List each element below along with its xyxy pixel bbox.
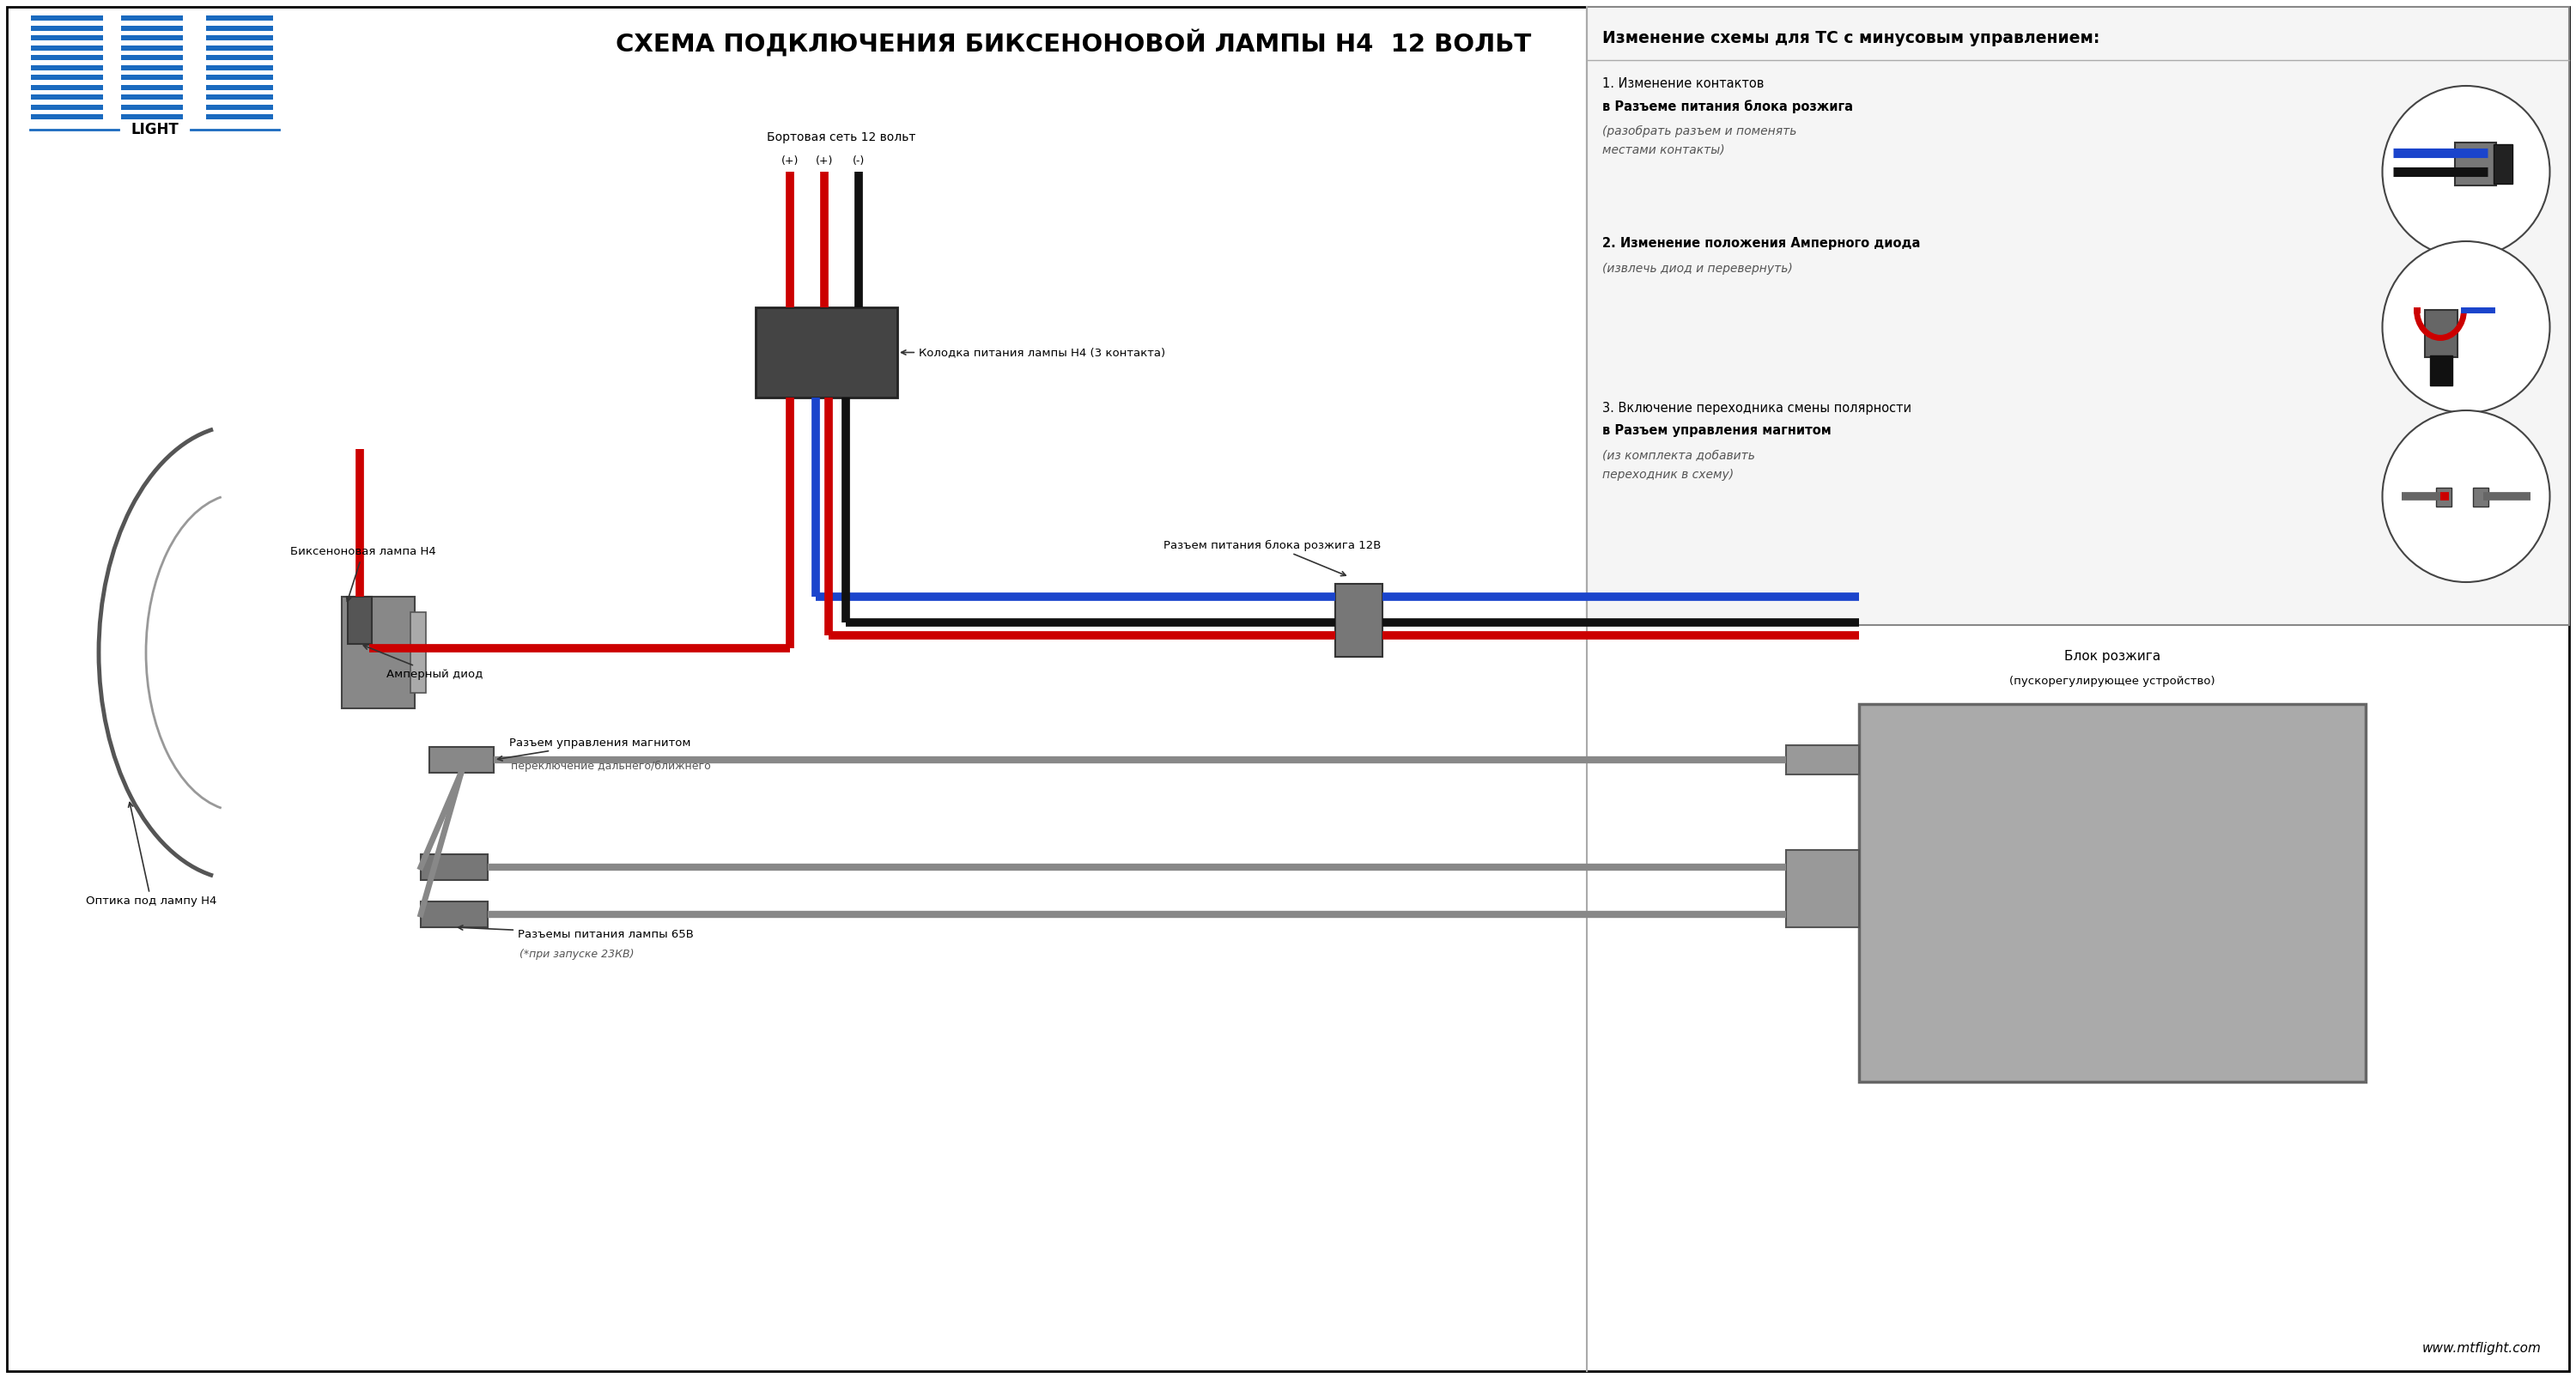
Bar: [121, 95, 183, 101]
Bar: [206, 105, 273, 110]
Text: (*при запуске 23КВ): (*при запуске 23КВ): [520, 949, 634, 960]
Text: переключение дальнего/ближнего: переключение дальнего/ближнего: [510, 761, 711, 772]
Bar: [2424, 310, 2458, 357]
Text: 3. Включение переходника смены полярности: 3. Включение переходника смены полярност…: [1602, 402, 1911, 415]
Text: Бортовая сеть 12 вольт: Бортовая сеть 12 вольт: [768, 131, 917, 143]
Bar: [1334, 584, 1383, 657]
Text: в Разъеме питания блока розжига: в Разъеме питания блока розжига: [1602, 99, 1852, 113]
Bar: [121, 84, 183, 90]
Bar: [1785, 745, 1860, 774]
Bar: [31, 95, 103, 101]
Text: Разъем управления магнитом: Разъем управления магнитом: [497, 737, 690, 761]
Text: Колодка питания лампы Н4 (3 контакта): Колодка питания лампы Н4 (3 контакта): [902, 347, 1164, 358]
Bar: [31, 74, 103, 80]
Bar: [31, 55, 103, 61]
Bar: [2473, 488, 2488, 507]
Ellipse shape: [2383, 241, 2550, 413]
Bar: [1785, 850, 1860, 927]
Bar: [31, 114, 103, 120]
Text: Амперный диод: Амперный диод: [363, 645, 482, 679]
Bar: [121, 65, 183, 70]
Text: (+): (+): [817, 156, 832, 167]
Ellipse shape: [2383, 411, 2550, 582]
Text: местами контакты): местами контакты): [1602, 145, 1726, 156]
Bar: [31, 65, 103, 70]
Bar: [206, 55, 273, 61]
Bar: [420, 901, 487, 927]
Bar: [2455, 142, 2496, 186]
Bar: [420, 854, 487, 881]
Text: (извлечь диод и перевернуть): (извлечь диод и перевернуть): [1602, 263, 1793, 274]
Ellipse shape: [2383, 85, 2550, 258]
Bar: [755, 307, 896, 397]
Bar: [31, 45, 103, 51]
Bar: [348, 597, 371, 644]
Bar: [2437, 488, 2452, 507]
Text: переходник в схему): переходник в схему): [1602, 469, 1734, 481]
Bar: [1587, 7, 2568, 626]
Text: Биксеноновая лампа Н4: Биксеноновая лампа Н4: [291, 547, 435, 601]
Bar: [31, 84, 103, 90]
Bar: [430, 747, 495, 773]
Bar: [1860, 704, 2365, 1082]
Text: Изменение схемы для ТС с минусовым управлением:: Изменение схемы для ТС с минусовым управ…: [1602, 29, 2099, 45]
Text: LIGHT: LIGHT: [131, 121, 178, 138]
Text: СХЕМА ПОДКЛЮЧЕНИЯ БИКСЕНОНОВОЙ ЛАМПЫ Н4  12 ВОЛЬТ: СХЕМА ПОДКЛЮЧЕНИЯ БИКСЕНОНОВОЙ ЛАМПЫ Н4 …: [616, 29, 1530, 56]
Bar: [121, 36, 183, 41]
Bar: [2429, 356, 2452, 386]
Bar: [206, 84, 273, 90]
Text: 1. Изменение контактов: 1. Изменение контактов: [1602, 77, 1765, 90]
Bar: [206, 36, 273, 41]
Text: (-): (-): [853, 156, 866, 167]
Text: (+): (+): [781, 156, 799, 167]
Bar: [31, 15, 103, 21]
Text: Оптика под лампу Н4: Оптика под лампу Н4: [85, 802, 216, 907]
Bar: [31, 25, 103, 30]
Text: в Разъем управления магнитом: в Разъем управления магнитом: [1602, 424, 1832, 437]
Bar: [121, 45, 183, 51]
Bar: [206, 65, 273, 70]
Bar: [2494, 145, 2512, 183]
Bar: [121, 55, 183, 61]
Text: Разъемы питания лампы 65В: Разъемы питания лампы 65В: [459, 926, 693, 940]
Text: Блок розжига: Блок розжига: [2063, 650, 2161, 663]
Bar: [121, 15, 183, 21]
Bar: [31, 36, 103, 41]
Bar: [206, 114, 273, 120]
Bar: [121, 74, 183, 80]
Bar: [410, 612, 425, 693]
Bar: [206, 25, 273, 30]
Bar: [31, 105, 103, 110]
Text: 2. Изменение положения Амперного диода: 2. Изменение положения Амперного диода: [1602, 237, 1919, 249]
Text: www.mtflight.com: www.mtflight.com: [2421, 1342, 2543, 1355]
Bar: [206, 45, 273, 51]
Text: Разъем питания блока розжига 12В: Разъем питания блока розжига 12В: [1164, 540, 1381, 576]
Text: (пускорегулирующее устройство): (пускорегулирующее устройство): [2009, 675, 2215, 686]
Bar: [206, 95, 273, 101]
Bar: [121, 25, 183, 30]
Bar: [206, 74, 273, 80]
Bar: [343, 597, 415, 708]
Bar: [121, 105, 183, 110]
Bar: [121, 114, 183, 120]
Text: (из комплекта добавить: (из комплекта добавить: [1602, 449, 1754, 462]
Bar: [206, 15, 273, 21]
Text: (разобрать разъем и поменять: (разобрать разъем и поменять: [1602, 125, 1795, 138]
